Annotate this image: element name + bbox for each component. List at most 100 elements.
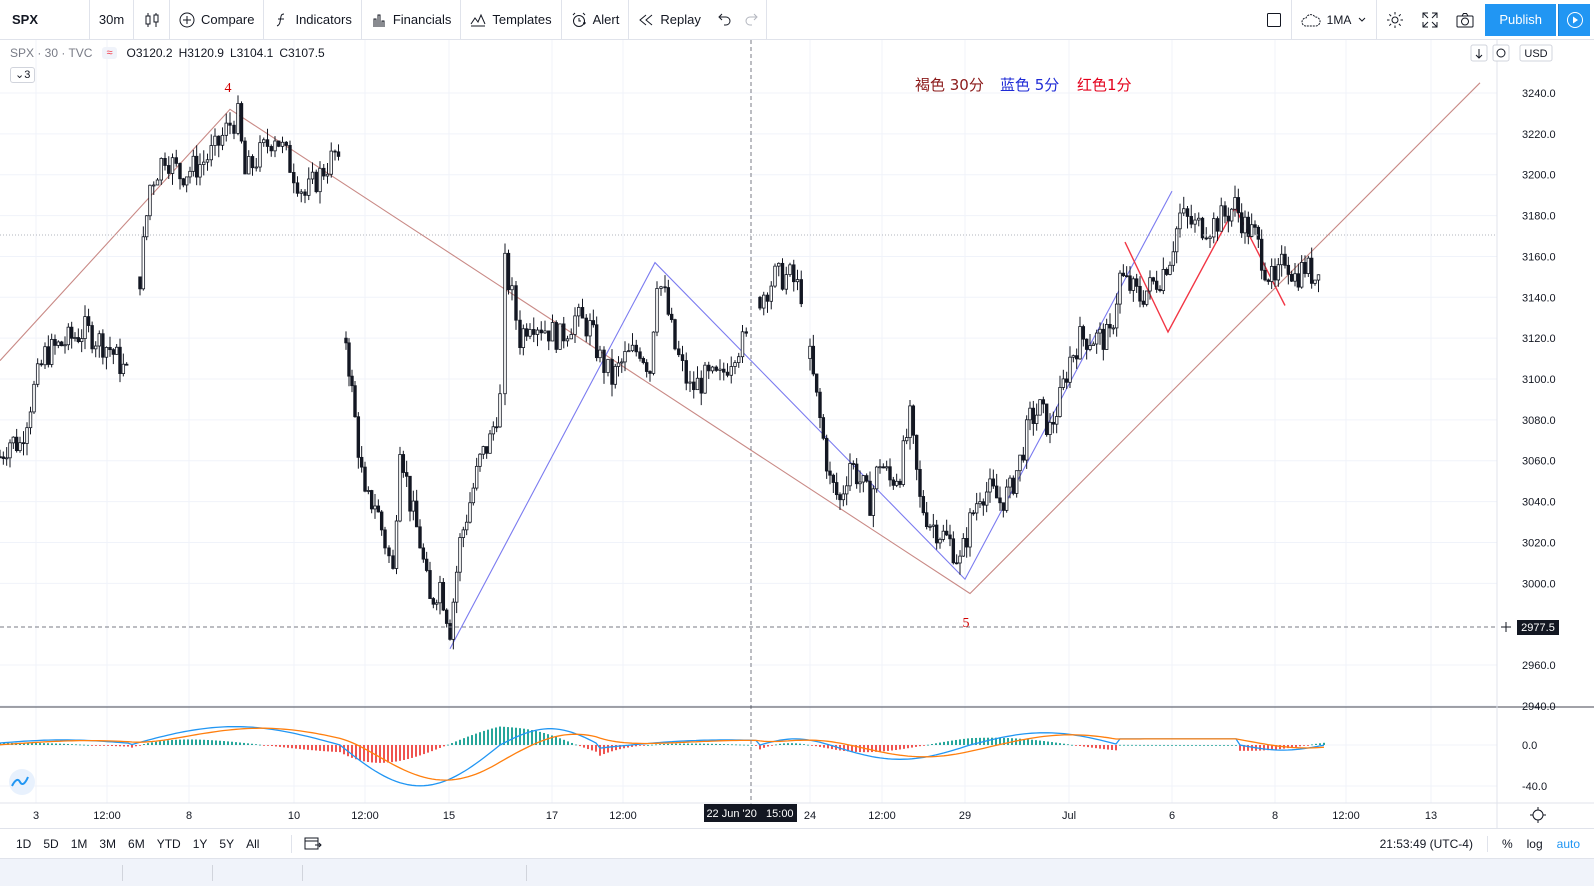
auto-toggle[interactable]: auto [1556,836,1580,851]
candle-up [220,134,225,146]
candle-down [292,172,296,184]
macd-histogram-bar [1231,744,1233,746]
interval-button[interactable]: 30m [90,0,134,40]
candle-down [1001,502,1006,511]
clock[interactable]: 21:53:49 (UTC-4) [1379,836,1473,851]
macd-histogram-bar [27,742,29,745]
macd-histogram-bar [359,745,361,761]
candle-up [1293,273,1297,282]
macd-histogram-bar [947,741,949,745]
candle-down [118,346,122,374]
macd-histogram-bar [51,743,53,745]
macd-histogram-bar [575,744,577,746]
price-chart[interactable]: 4 5 褐色 30分 蓝色 5分 红色1分 USD 3240.03220.032… [0,40,1594,828]
range-5d[interactable]: 5D [43,836,59,851]
publish-button[interactable]: Publish [1485,3,1556,36]
range-1y[interactable]: 1Y [192,836,208,851]
macd-histogram-bar [679,743,681,745]
macd-histogram-bar [123,745,125,747]
macd-histogram-bar [623,745,625,749]
price-tick-label: 2940.0 [1522,701,1556,713]
candle-up [1058,387,1062,417]
macd-histogram-bar [395,745,397,762]
range-3m[interactable]: 3M [99,836,117,851]
rewind-icon [639,14,653,25]
range-all[interactable]: All [246,836,260,851]
macd-histogram-bar [79,744,81,746]
candle-down [138,276,142,290]
candle-up [43,346,47,366]
macd-histogram-bar [1167,744,1169,746]
macd-histogram-bar [1183,744,1185,746]
candle-up [144,215,149,238]
macd-histogram-bar [59,743,61,745]
candle-down [418,526,422,549]
candle-down [90,325,94,350]
alarm-clock-icon [572,12,586,27]
macd-histogram-bar [1127,744,1129,746]
layout-button[interactable] [1257,0,1291,40]
percent-toggle[interactable]: % [1501,836,1513,851]
candle-down [369,490,374,510]
candle-down [1303,262,1307,274]
macd-histogram-bar [699,743,701,745]
go-live-button[interactable] [1558,3,1590,36]
range-ytd[interactable]: YTD [156,836,181,851]
chart-style-button[interactable] [134,0,170,40]
candle-down [333,150,337,153]
financials-button[interactable]: Financials [362,0,462,40]
candle-down [1236,197,1241,214]
macd-histogram-bar [743,744,745,746]
chart-legend: SPX · 30 · TVC ≈ O3120.2 H3120.9 L3104.1… [10,46,325,60]
indicators-button[interactable]: Indicators [264,0,362,40]
macd-histogram-bar [1191,744,1193,746]
range-5y[interactable]: 5Y [219,836,235,851]
candle-down [648,371,652,374]
replay-button[interactable]: Replay [629,0,709,40]
axis-settings-button[interactable] [1530,807,1546,823]
candle-down [591,320,596,326]
range-1m[interactable]: 1M [70,836,88,851]
candle-up [394,520,399,569]
price-axis: USD 3240.0 3220.0 3200.0 3180.0 3160.0 3140.0… [1470,44,1556,793]
macd-histogram-bar [1275,745,1277,750]
candle-up [468,502,472,523]
macd-histogram-bar [155,741,157,745]
candle-up [481,446,486,455]
macd-histogram-bar [1019,738,1021,745]
candle-up [688,381,692,384]
candle-up [777,262,781,267]
symbol-search[interactable]: SPX [0,0,90,40]
candle-down [0,456,2,459]
alert-button[interactable]: Alert [562,0,630,40]
log-toggle[interactable]: log [1526,836,1543,851]
range-1d[interactable]: 1D [16,836,32,851]
macd-histogram-bar [1179,744,1181,746]
candle-up [184,176,189,186]
reset-scale-button[interactable] [1492,44,1510,62]
chart-grid [0,40,1497,803]
macd-histogram-bar [91,745,93,746]
range-6m[interactable]: 6M [128,836,145,851]
macd-histogram-bar [667,743,669,745]
macd-histogram-bar [823,745,825,748]
settings-button[interactable] [1377,0,1413,40]
undo-button[interactable] [710,0,738,40]
legend-ohlc: O3120.2 H3120.9 L3104.1 C3107.5 [127,46,325,60]
legend-badge[interactable]: ≈ [102,47,117,59]
macd-histogram-bar [535,730,537,745]
macd-histogram-bar [1103,745,1105,750]
redo-button[interactable] [738,0,767,40]
save-layout-button[interactable]: 1MA [1290,0,1378,40]
snapshot-button[interactable] [1447,0,1483,40]
legend-collapse-button[interactable]: ⌄3 [10,67,36,83]
function-icon [277,13,285,26]
candle-up [1279,253,1284,266]
macd-histogram-bar [271,745,273,747]
fullscreen-button[interactable] [1413,0,1447,40]
templates-button[interactable]: Templates [461,0,562,40]
go-to-date-button[interactable] [291,834,323,853]
note-brown: 褐色 30分 [915,76,984,94]
candle-down [1289,274,1294,282]
compare-button[interactable]: Compare [170,0,265,40]
